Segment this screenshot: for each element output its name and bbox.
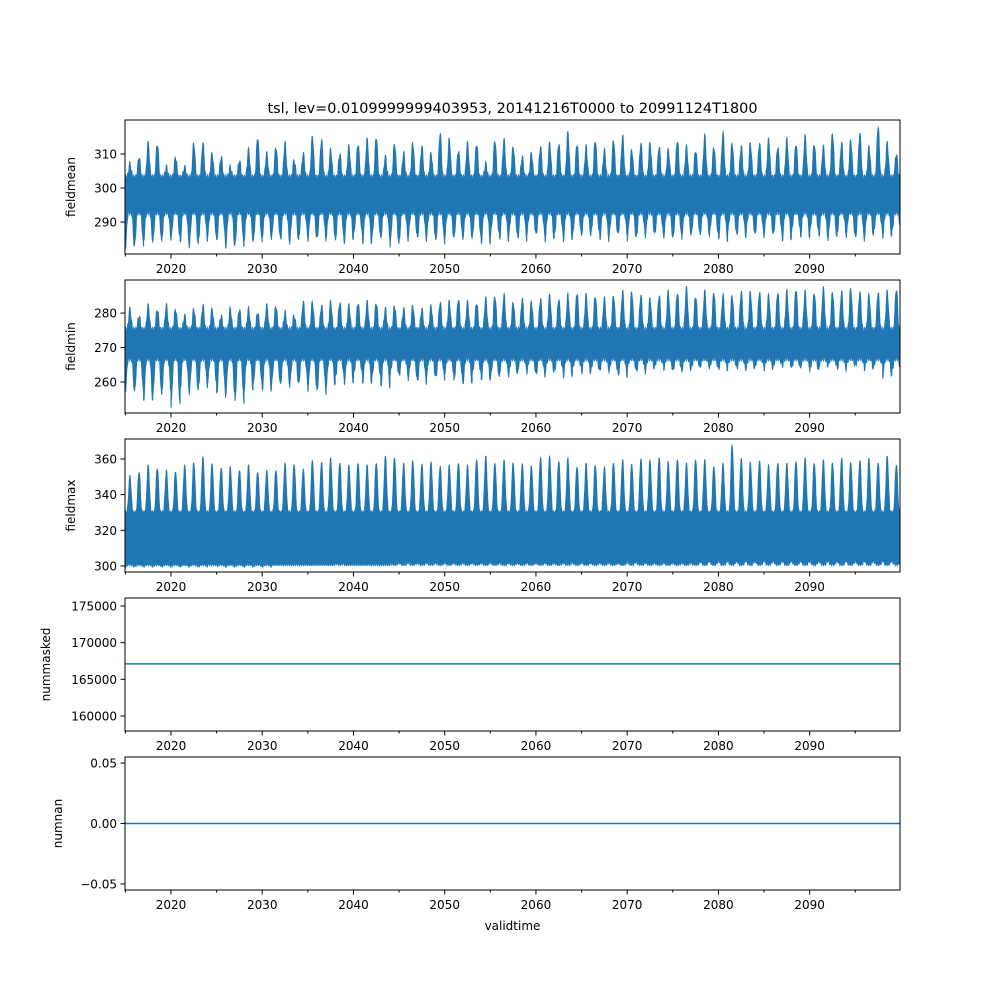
subplot-nummasked: 2020 2030 2040 2050 2060 2070 2080 2090 160000 16…	[39, 597, 901, 753]
y-tick-label: 280	[94, 307, 117, 321]
y-tick-label: −0.05	[80, 877, 117, 891]
y-tick-label: 310	[94, 148, 117, 162]
x-tick-label: 2020	[156, 580, 187, 594]
y-tick-label: 300	[94, 182, 117, 196]
series-fieldmin	[125, 285, 900, 408]
series-fieldmax	[125, 444, 900, 569]
x-tick-label: 2020	[156, 739, 187, 753]
y-tick-label: 165000	[71, 673, 117, 687]
x-tick-label: 2020	[156, 262, 187, 276]
series-fieldmean	[125, 125, 900, 250]
y-tick-label: 340	[94, 488, 117, 502]
x-tick-label: 2080	[703, 421, 734, 435]
x-tick-label: 2050	[429, 580, 460, 594]
y-axis-label: nummasked	[39, 628, 53, 702]
x-tick-label: 2080	[703, 739, 734, 753]
x-tick-label: 2060	[521, 898, 552, 912]
y-tick-label: 320	[94, 524, 117, 538]
x-tick-label: 2070	[612, 580, 643, 594]
subplot-fieldmean: 2020 2030 2040 2050 2060 2070 2080 2090 290 300 31…	[64, 101, 901, 276]
x-tick-label: 2090	[794, 580, 825, 594]
x-tick-label: 2090	[794, 898, 825, 912]
x-tick-label: 2050	[429, 898, 460, 912]
axes-frame	[124, 279, 901, 414]
x-tick-label: 2070	[612, 421, 643, 435]
x-tick-label: 2040	[338, 898, 369, 912]
x-tick-label: 2020	[156, 898, 187, 912]
x-tick-label: 2040	[338, 739, 369, 753]
y-axis-label: numnan	[51, 799, 65, 848]
x-tick-label: 2070	[612, 739, 643, 753]
x-tick-label: 2040	[338, 421, 369, 435]
x-tick-label: 2030	[247, 580, 278, 594]
y-tick-label: 300	[94, 559, 117, 573]
y-tick-label: 175000	[71, 599, 117, 613]
x-tick-label: 2080	[703, 262, 734, 276]
x-tick-label: 2050	[429, 262, 460, 276]
y-tick-label: 0.05	[90, 757, 117, 771]
axes-frame	[124, 119, 901, 255]
axes-frame	[124, 597, 901, 732]
x-tick-label: 2030	[247, 262, 278, 276]
x-tick-label: 2060	[521, 739, 552, 753]
x-tick-label: 2090	[794, 262, 825, 276]
x-tick-label: 2050	[429, 421, 460, 435]
x-tick-label: 2070	[612, 898, 643, 912]
x-tick-label: 2060	[521, 262, 552, 276]
x-tick-label: 2060	[521, 580, 552, 594]
y-tick-label: 170000	[71, 636, 117, 650]
x-tick-label: 2050	[429, 739, 460, 753]
x-tick-label: 2030	[247, 421, 278, 435]
subplot-fieldmin: 2020 2030 2040 2050 2060 2070 2080 2090 260 270 28…	[64, 279, 901, 435]
x-axis-label: validtime	[485, 919, 541, 933]
y-tick-label: 360	[94, 452, 117, 466]
y-tick-label: 0.00	[90, 817, 117, 831]
chart-title: tsl, lev=0.0109999999403953, 20141216T00…	[268, 101, 758, 117]
y-tick-label: 260	[94, 375, 117, 389]
y-axis-label: fieldmax	[64, 479, 78, 531]
subplot-fieldmax: 2020 2030 2040 2050 2060 2070 2080 2090 300 320 34…	[64, 438, 901, 594]
y-axis-label: fieldmin	[64, 322, 78, 371]
x-tick-label: 2020	[156, 421, 187, 435]
x-tick-label: 2070	[612, 262, 643, 276]
x-tick-label: 2080	[703, 898, 734, 912]
y-tick-label: 160000	[71, 709, 117, 723]
x-tick-label: 2030	[247, 898, 278, 912]
x-tick-label: 2090	[794, 421, 825, 435]
y-tick-label: 270	[94, 341, 117, 355]
x-tick-label: 2040	[338, 262, 369, 276]
x-tick-label: 2060	[521, 421, 552, 435]
x-tick-label: 2090	[794, 739, 825, 753]
axes-frame	[124, 438, 901, 573]
subplot-numnan: 2020 2030 2040 2050 2060 2070 2080 2090 −0.05 0.0…	[51, 756, 901, 933]
y-axis-label: fieldmean	[64, 157, 78, 217]
x-tick-label: 2080	[703, 580, 734, 594]
x-tick-label: 2040	[338, 580, 369, 594]
x-tick-label: 2030	[247, 739, 278, 753]
y-tick-label: 290	[94, 216, 117, 230]
